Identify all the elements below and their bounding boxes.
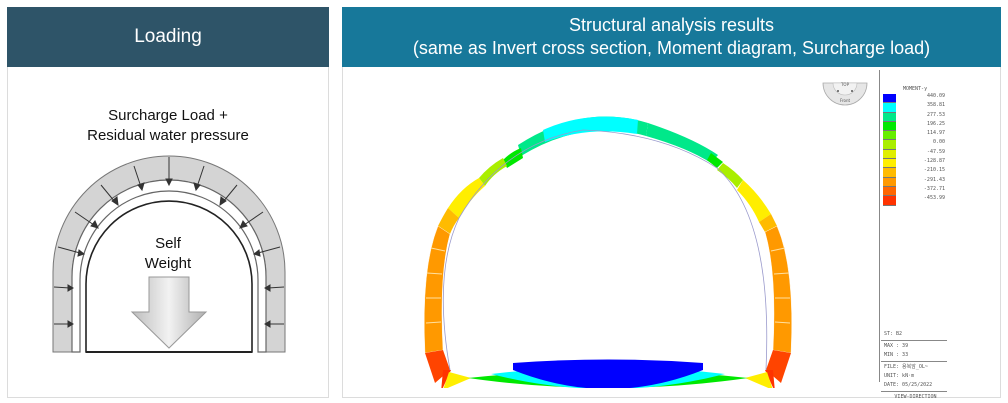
legend-values: 440.09 358.81 277.53 196.25 114.97 0.00 … <box>895 92 945 204</box>
legend-swatch <box>883 112 896 122</box>
info-view-direction: VIEW-DIRECTION <box>894 394 937 400</box>
info-date: DATE: 05/25/2022 <box>884 382 933 388</box>
legend-swatch <box>883 131 896 141</box>
legend-swatch <box>883 196 896 206</box>
legend-value: 114.97 <box>926 130 945 137</box>
analysis-results-panel: Structural analysis results (same as Inv… <box>342 7 1001 400</box>
tunnel-moment-contour <box>424 116 792 388</box>
legend-value: -291.43 <box>923 176 945 183</box>
legend-swatch <box>883 177 896 187</box>
legend-value: 0.00 <box>932 139 945 146</box>
loading-diagram: Surcharge Load + Residual water pressure <box>8 68 328 397</box>
surcharge-arrows-icon <box>52 155 286 353</box>
legend-swatch <box>883 168 896 178</box>
legend-swatch <box>883 121 896 132</box>
legend-value: -372.71 <box>923 185 945 192</box>
info-st: ST: B2 <box>884 331 903 337</box>
analysis-info-block: ST: B2 MAX : 39 MIN : 33 FILE: 용복암_OL~ U… <box>881 330 947 402</box>
analysis-title-line2: (same as Invert cross section, Moment di… <box>412 38 931 58</box>
moment-diagram: TOP Front MOMENT-y 440.09 358.81 277.53 … <box>343 68 1000 400</box>
svg-text:Front: Front <box>840 98 851 103</box>
legend-value: -47.59 <box>926 148 945 155</box>
legend-value: -128.87 <box>923 158 945 165</box>
info-file: FILE: 용복암_OL~ <box>884 364 928 370</box>
down-arrow-icon <box>130 276 208 349</box>
legend-value: 358.81 <box>926 102 945 109</box>
legend-value: 196.25 <box>926 120 945 127</box>
view-cube-icon[interactable]: TOP Front <box>821 77 869 111</box>
surcharge-label: Surcharge Load + Residual water pressure <box>87 107 249 144</box>
legend-value: 440.09 <box>926 93 945 99</box>
legend-swatch <box>883 186 896 197</box>
loading-panel-header: Loading <box>7 7 329 67</box>
info-unit: UNIT: kN·m <box>884 373 915 379</box>
info-max: MAX : 39 <box>884 343 909 349</box>
legend-swatch <box>883 149 896 160</box>
svg-text:TOP: TOP <box>840 82 850 87</box>
legend-title: MOMENT-y <box>903 86 928 92</box>
analysis-title-line1: Structural analysis results <box>568 15 775 35</box>
legend-value: 277.53 <box>926 111 945 118</box>
info-min: MIN : 33 <box>884 352 909 358</box>
analysis-results-header: Structural analysis results (same as Inv… <box>342 7 1001 67</box>
legend-divider <box>879 70 880 382</box>
self-weight-label: Self Weight <box>144 235 192 272</box>
legend-swatch <box>883 94 896 104</box>
legend-value: -210.15 <box>923 167 945 174</box>
legend-swatch <box>883 103 896 113</box>
loading-panel: Loading Surcharge Load + Residual water … <box>7 7 329 398</box>
legend-swatch <box>883 140 896 150</box>
legend-swatch <box>883 159 896 169</box>
loading-title: Loading <box>134 26 202 47</box>
legend-value: -453.99 <box>923 195 945 202</box>
legend-color-bar <box>883 94 896 206</box>
